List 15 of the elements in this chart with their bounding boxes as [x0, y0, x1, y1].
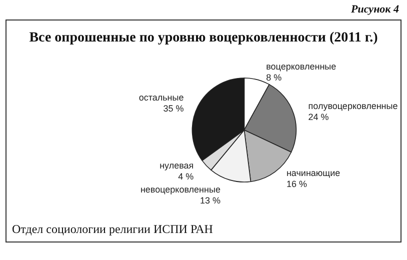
slice-label: нулевая	[160, 160, 194, 171]
data-label: 24 %	[308, 112, 329, 122]
text: Отдел социологии религии ИСПИ РАН	[12, 222, 214, 236]
data-label: 4 %	[178, 172, 194, 182]
slice-label: начинающие	[286, 168, 340, 178]
data-label: 35 %	[163, 103, 184, 114]
data-label: 13 %	[200, 196, 220, 206]
data-label: 8 %	[266, 72, 282, 82]
text: Рисунок 4	[351, 4, 400, 16]
slice-label: остальные	[138, 92, 184, 102]
slice-label: полувоцерковленные	[308, 100, 398, 111]
slice-label: воцерковленные	[266, 61, 336, 72]
data-label: 16 %	[286, 179, 307, 190]
slice-label: невоцерковленные	[140, 184, 220, 195]
chart-title: Все опрошенные по уровню воцерковленности (2011 г.)	[29, 30, 378, 46]
